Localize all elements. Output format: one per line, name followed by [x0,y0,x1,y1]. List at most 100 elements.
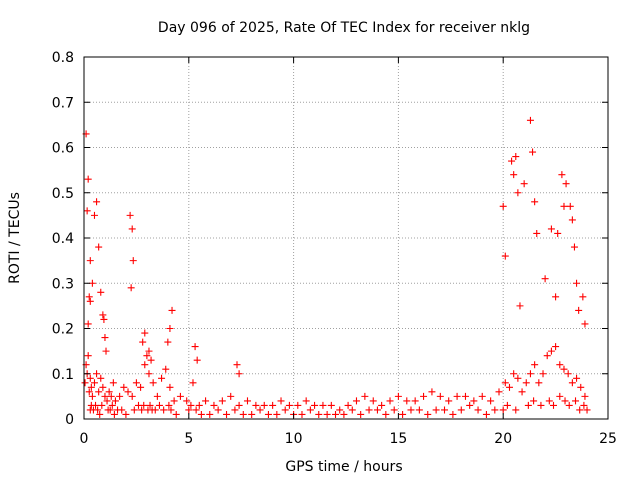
data-point [441,406,449,414]
data-point [86,297,94,305]
data-point [512,153,520,161]
data-point [102,347,110,355]
data-point [151,406,159,414]
data-point [543,352,551,360]
data-point [560,202,568,210]
data-point [98,401,106,409]
data-point [128,392,136,400]
data-point [101,392,109,400]
data-point [552,343,560,351]
x-tick-label: 10 [285,431,303,447]
data-point [436,392,444,400]
data-point [84,352,92,360]
x-tick-label: 25 [599,431,617,447]
data-point [90,211,98,219]
data-point [172,410,180,418]
data-point [281,406,289,414]
data-point [141,329,149,337]
data-point [348,406,356,414]
data-point [96,410,104,418]
data-point [141,361,149,369]
data-point [227,392,235,400]
data-point [99,311,107,319]
data-point [95,388,103,396]
data-point [573,374,581,382]
data-point [97,288,105,296]
y-tick-label: 0.8 [52,50,74,66]
data-point [524,401,532,409]
data-point [84,320,92,328]
data-point [579,293,587,301]
data-point [505,383,513,391]
data-point [373,406,381,414]
data-point [531,361,539,369]
data-point [449,410,457,418]
data-point [195,401,203,409]
data-point [214,406,222,414]
data-point [88,392,96,400]
data-point [185,406,193,414]
data-point [336,406,344,414]
data-point [378,401,386,409]
data-point [516,302,524,310]
data-point [580,401,588,409]
data-point [537,401,545,409]
data-point [106,406,114,414]
data-point [529,148,537,156]
data-point [210,401,218,409]
data-point [453,392,461,400]
data-point [501,252,509,260]
data-points [81,116,591,418]
data-point [545,397,553,405]
data-point [501,379,509,387]
y-tick-label: 0.5 [52,186,74,202]
data-point [129,257,137,265]
data-point [510,171,518,179]
data-point [298,410,306,418]
data-point [520,180,528,188]
data-point [160,406,168,414]
data-point [522,379,530,387]
data-point [86,374,94,382]
data-point [382,410,390,418]
data-point [86,257,94,265]
data-point [95,243,103,251]
data-point [277,397,285,405]
data-point [192,406,200,414]
data-point [158,374,166,382]
x-axis-label: GPS time / hours [285,459,402,475]
y-tick-label: 0.2 [52,322,74,338]
data-point [85,293,93,301]
data-point [223,410,231,418]
data-point [570,243,578,251]
data-point [564,370,572,378]
data-point [197,410,205,418]
data-point [535,379,543,387]
data-point [394,392,402,400]
data-point [510,370,518,378]
data-point [514,374,522,382]
y-axis-label: ROTI / TECUs [7,192,23,284]
y-tick-label: 0.4 [52,231,74,247]
data-point [428,388,436,396]
data-point [457,406,465,414]
data-point [132,379,140,387]
data-point [566,202,574,210]
data-point [556,392,564,400]
data-point [340,410,348,418]
data-point [273,410,281,418]
x-tick-label: 5 [184,431,193,447]
data-point [170,397,178,405]
data-point [568,379,576,387]
data-point [294,401,302,409]
data-point [547,347,555,355]
data-point [552,293,560,301]
data-point [344,401,352,409]
data-point [424,410,432,418]
data-point [445,397,453,405]
data-point [122,410,130,418]
data-point [248,410,256,418]
data-point [264,410,272,418]
data-point [403,397,411,405]
data-point [93,198,101,206]
